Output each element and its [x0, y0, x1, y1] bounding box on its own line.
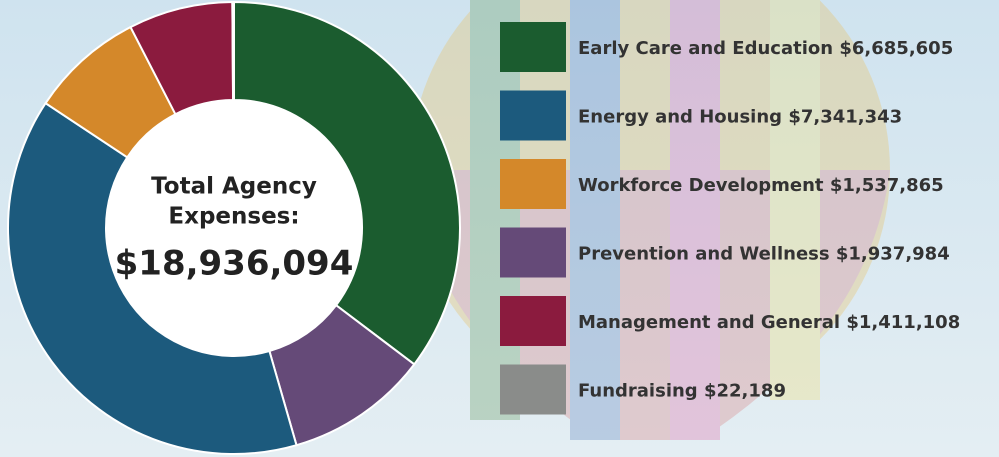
legend-label: Prevention and Wellness $1,937,984	[578, 244, 950, 265]
legend-label: Early Care and Education $6,685,605	[578, 38, 953, 59]
legend-value: $7,341,343	[788, 107, 902, 128]
legend-name: Workforce Development	[578, 175, 824, 196]
slice	[7, 101, 298, 455]
legend-swatch	[500, 90, 566, 141]
legend-swatch	[500, 227, 566, 278]
legend-label: Fundraising $22,189	[578, 381, 786, 402]
legend-name: Energy and Housing	[578, 107, 782, 128]
legend-swatch	[500, 296, 566, 346]
legend: Early Care and Education $6,685,605 Energ…	[500, 22, 960, 415]
legend-label: Management and General $1,411,108	[578, 312, 960, 333]
slice	[231, 0, 235, 102]
legend-value: $6,685,605	[839, 38, 953, 59]
legend-swatch	[500, 364, 566, 415]
legend-label: Energy and Housing $7,341,343	[578, 107, 902, 128]
legend-swatch	[500, 159, 566, 209]
legend-name: Prevention and Wellness	[578, 244, 830, 265]
legend-value: $1,937,984	[836, 244, 950, 265]
legend-name: Management and General	[578, 312, 840, 333]
donut	[7, 0, 461, 455]
legend-value: $22,189	[704, 381, 786, 402]
center-total: $18,936,094	[115, 244, 354, 284]
center-label: Total Agency	[151, 174, 317, 200]
donut-hole	[106, 100, 362, 356]
center-label: Expenses:	[168, 204, 299, 230]
legend-value: $1,537,865	[830, 175, 944, 196]
legend-name: Fundraising	[578, 381, 698, 402]
legend-value: $1,411,108	[846, 312, 960, 333]
legend-swatch	[500, 22, 566, 72]
legend-label: Workforce Development $1,537,865	[578, 175, 944, 196]
legend-name: Early Care and Education	[578, 38, 833, 59]
balloon-decoration	[410, 0, 890, 440]
